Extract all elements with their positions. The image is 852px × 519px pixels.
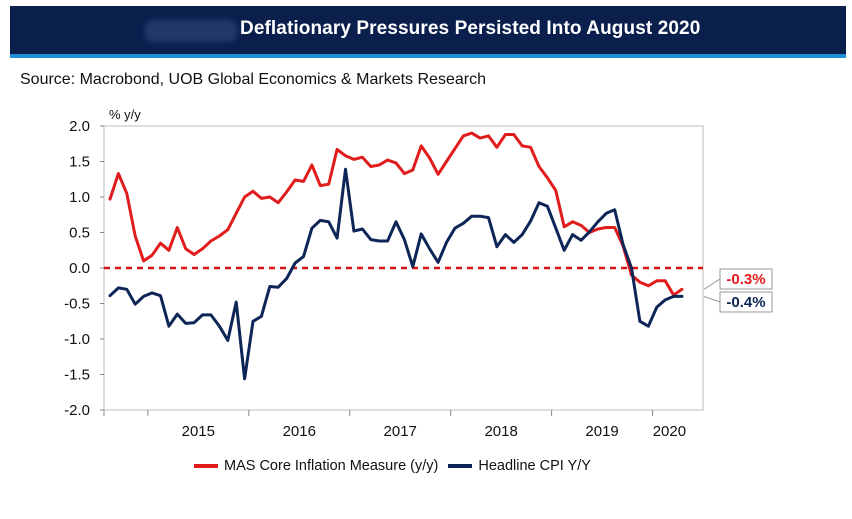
end-label-headline-box (719, 291, 773, 313)
y-tick-label: -1.0 (64, 331, 90, 348)
x-tick-label: 2016 (283, 423, 316, 440)
series-line-headline-cpi (108, 167, 684, 381)
title-banner: Deflationary Pressures Persisted Into Au… (10, 6, 846, 58)
x-tick-label: 2017 (384, 423, 417, 440)
source-note: Source: Macrobond, UOB Global Economics … (20, 71, 486, 88)
legend-item-core: MAS Core Inflation Measure (y/y) (194, 458, 438, 474)
y-tick-label: 2.0 (69, 118, 90, 135)
y-tick-label: 1.0 (69, 189, 90, 206)
legend-swatch-headline (448, 464, 473, 468)
legend-label-headline: Headline CPI Y/Y (478, 458, 591, 474)
end-label-headline: -0.4% (726, 294, 765, 311)
end-label-core-box (719, 268, 773, 290)
legend: MAS Core Inflation Measure (y/y) Headlin… (194, 458, 601, 474)
callout-leader (703, 295, 721, 303)
x-tick-label: 2020 (653, 423, 686, 440)
end-label-core: -0.3% (726, 271, 765, 288)
series-line-core-inflation (108, 131, 684, 297)
y-axis-label: % y/y (109, 107, 141, 122)
x-tick-label: 2018 (484, 423, 517, 440)
y-tick-label: 1.5 (69, 154, 90, 171)
x-tick-label: 2015 (182, 423, 215, 440)
legend-swatch-core (194, 464, 218, 468)
callout-leader (703, 278, 721, 290)
y-tick-label: 0.0 (69, 260, 90, 277)
legend-label-core: MAS Core Inflation Measure (y/y) (224, 458, 439, 474)
x-tick-label: 2019 (585, 423, 618, 440)
y-tick-label: -0.5 (64, 296, 90, 313)
legend-item-headline: Headline CPI Y/Y (448, 458, 591, 474)
chart-title: Deflationary Pressures Persisted Into Au… (240, 18, 701, 39)
y-tick-label: -2.0 (64, 402, 90, 419)
y-tick-label: 0.5 (69, 225, 90, 242)
y-tick-label: -1.5 (64, 367, 90, 384)
blurred-logo (145, 20, 237, 42)
